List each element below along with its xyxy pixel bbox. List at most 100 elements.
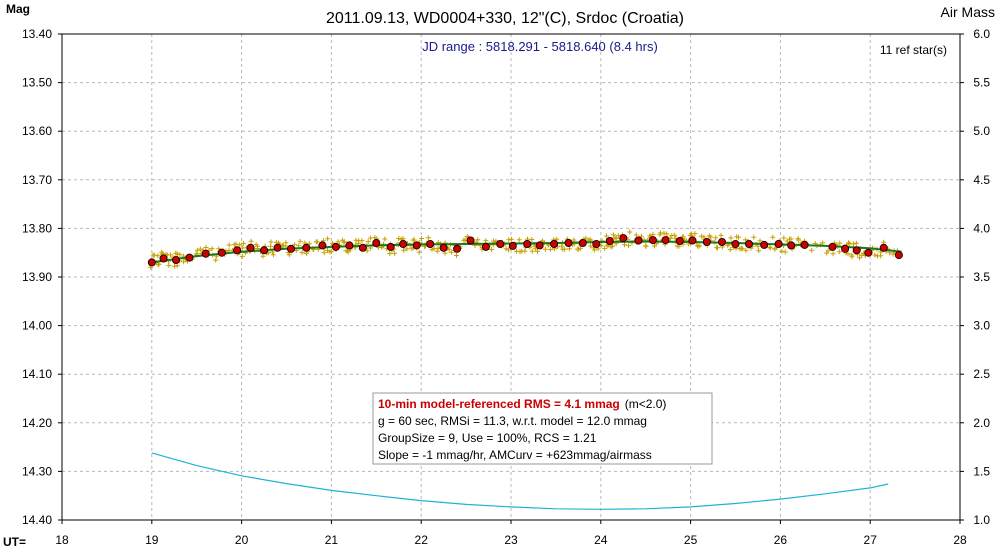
raw-point	[368, 235, 374, 241]
raw-point	[419, 236, 425, 241]
raw-point	[845, 251, 851, 257]
raw-point	[779, 248, 785, 254]
raw-point	[809, 247, 815, 253]
raw-point	[615, 233, 621, 239]
binned-point	[787, 241, 796, 250]
y-left-tick-label: 14.00	[22, 319, 52, 333]
raw-point	[713, 235, 719, 241]
raw-point	[739, 246, 745, 252]
binned-point	[286, 244, 295, 253]
x-tick-label: 22	[415, 533, 429, 547]
raw-point	[283, 240, 289, 246]
raw-point	[836, 249, 842, 255]
y-right-tick-label: 3.0	[973, 319, 990, 333]
raw-point	[782, 249, 788, 255]
raw-point	[633, 232, 639, 238]
binned-point	[841, 244, 850, 253]
x-tick-label: 23	[504, 533, 518, 547]
binned-point	[702, 237, 711, 246]
raw-point	[756, 248, 762, 254]
y-right-tick-label: 2.5	[973, 367, 990, 381]
raw-point	[197, 246, 203, 252]
airmass-curve	[151, 452, 889, 510]
binned-point	[800, 240, 809, 249]
binned-point	[466, 236, 475, 245]
raw-point	[241, 240, 246, 246]
raw-point	[529, 237, 535, 242]
raw-point	[268, 243, 274, 249]
raw-point	[260, 253, 266, 259]
x-tick-label: 26	[774, 533, 788, 547]
raw-point	[857, 255, 863, 261]
binned-point	[233, 246, 242, 255]
raw-point	[226, 242, 232, 248]
y-left-tick-label: 13.50	[22, 76, 52, 90]
airmass-series	[151, 452, 889, 510]
stats-rms-bold: 10-min model-referenced RMS = 4.1 mmag	[378, 397, 620, 411]
binned-point	[661, 236, 670, 245]
stats-line-3: GroupSize = 9, Use = 100%, RCS = 1.21	[378, 431, 597, 445]
raw-point	[516, 237, 522, 243]
y-left-label: Mag	[6, 2, 30, 16]
binned-point	[648, 236, 657, 245]
binned-point	[508, 241, 517, 250]
x-tick-label: 20	[235, 533, 249, 547]
x-tick-label: 19	[145, 533, 159, 547]
y-left-tick-label: 14.30	[22, 464, 52, 478]
x-tick-label: 24	[594, 533, 608, 547]
y-right-tick-labels: 6.0 5.5 5.0 4.5 4.0 3.5 3.0 2.5 2.0 1.5 1.0	[960, 27, 990, 527]
raw-point	[239, 253, 245, 259]
binned-point	[718, 237, 727, 246]
binned-point	[439, 243, 448, 252]
y-right-label: Air Mass	[941, 4, 995, 20]
raw-point	[505, 247, 511, 253]
raw-point	[643, 243, 649, 249]
raw-point	[672, 232, 678, 238]
binned-point	[399, 239, 408, 248]
raw-point	[174, 263, 180, 269]
raw-point	[203, 245, 209, 250]
raw-point	[416, 249, 422, 255]
raw-point	[268, 239, 274, 245]
raw-point	[610, 243, 615, 249]
raw-point	[533, 246, 539, 252]
raw-point	[396, 236, 402, 241]
raw-point	[166, 262, 172, 268]
x-tick-label: 21	[325, 533, 339, 547]
stats-line-2: g = 60 sec, RMSi = 11.3, w.r.t. model = …	[378, 414, 647, 428]
raw-point	[177, 252, 183, 257]
raw-point	[434, 248, 440, 254]
raw-point	[168, 252, 173, 258]
raw-point	[604, 243, 610, 249]
binned-point	[774, 239, 783, 248]
raw-point	[603, 233, 609, 239]
raw-point	[622, 242, 627, 248]
y-left-tick-label: 13.40	[22, 27, 52, 41]
binned-point	[171, 255, 180, 264]
binned-point	[535, 241, 544, 250]
x-tick-label: 27	[864, 533, 878, 547]
raw-point	[401, 247, 407, 253]
binned-point	[481, 242, 490, 251]
binned-point	[523, 239, 532, 248]
binned-point	[879, 243, 888, 252]
raw-point	[404, 246, 410, 252]
binned-point	[318, 241, 327, 250]
binned-point	[453, 244, 462, 253]
y-left-tick-label: 13.60	[22, 124, 52, 138]
binned-point	[592, 239, 601, 248]
binned-points-series	[147, 234, 903, 267]
raw-point	[770, 234, 776, 240]
raw-point	[299, 250, 305, 255]
raw-point	[509, 236, 515, 242]
raw-point	[155, 262, 161, 268]
raw-point	[559, 243, 565, 249]
binned-point	[331, 242, 340, 251]
raw-point	[577, 245, 583, 251]
binned-point	[578, 238, 587, 247]
raw-point	[830, 251, 836, 257]
raw-point	[767, 245, 773, 251]
raw-point	[529, 248, 535, 254]
raw-point	[448, 249, 454, 255]
raw-point	[591, 247, 597, 253]
